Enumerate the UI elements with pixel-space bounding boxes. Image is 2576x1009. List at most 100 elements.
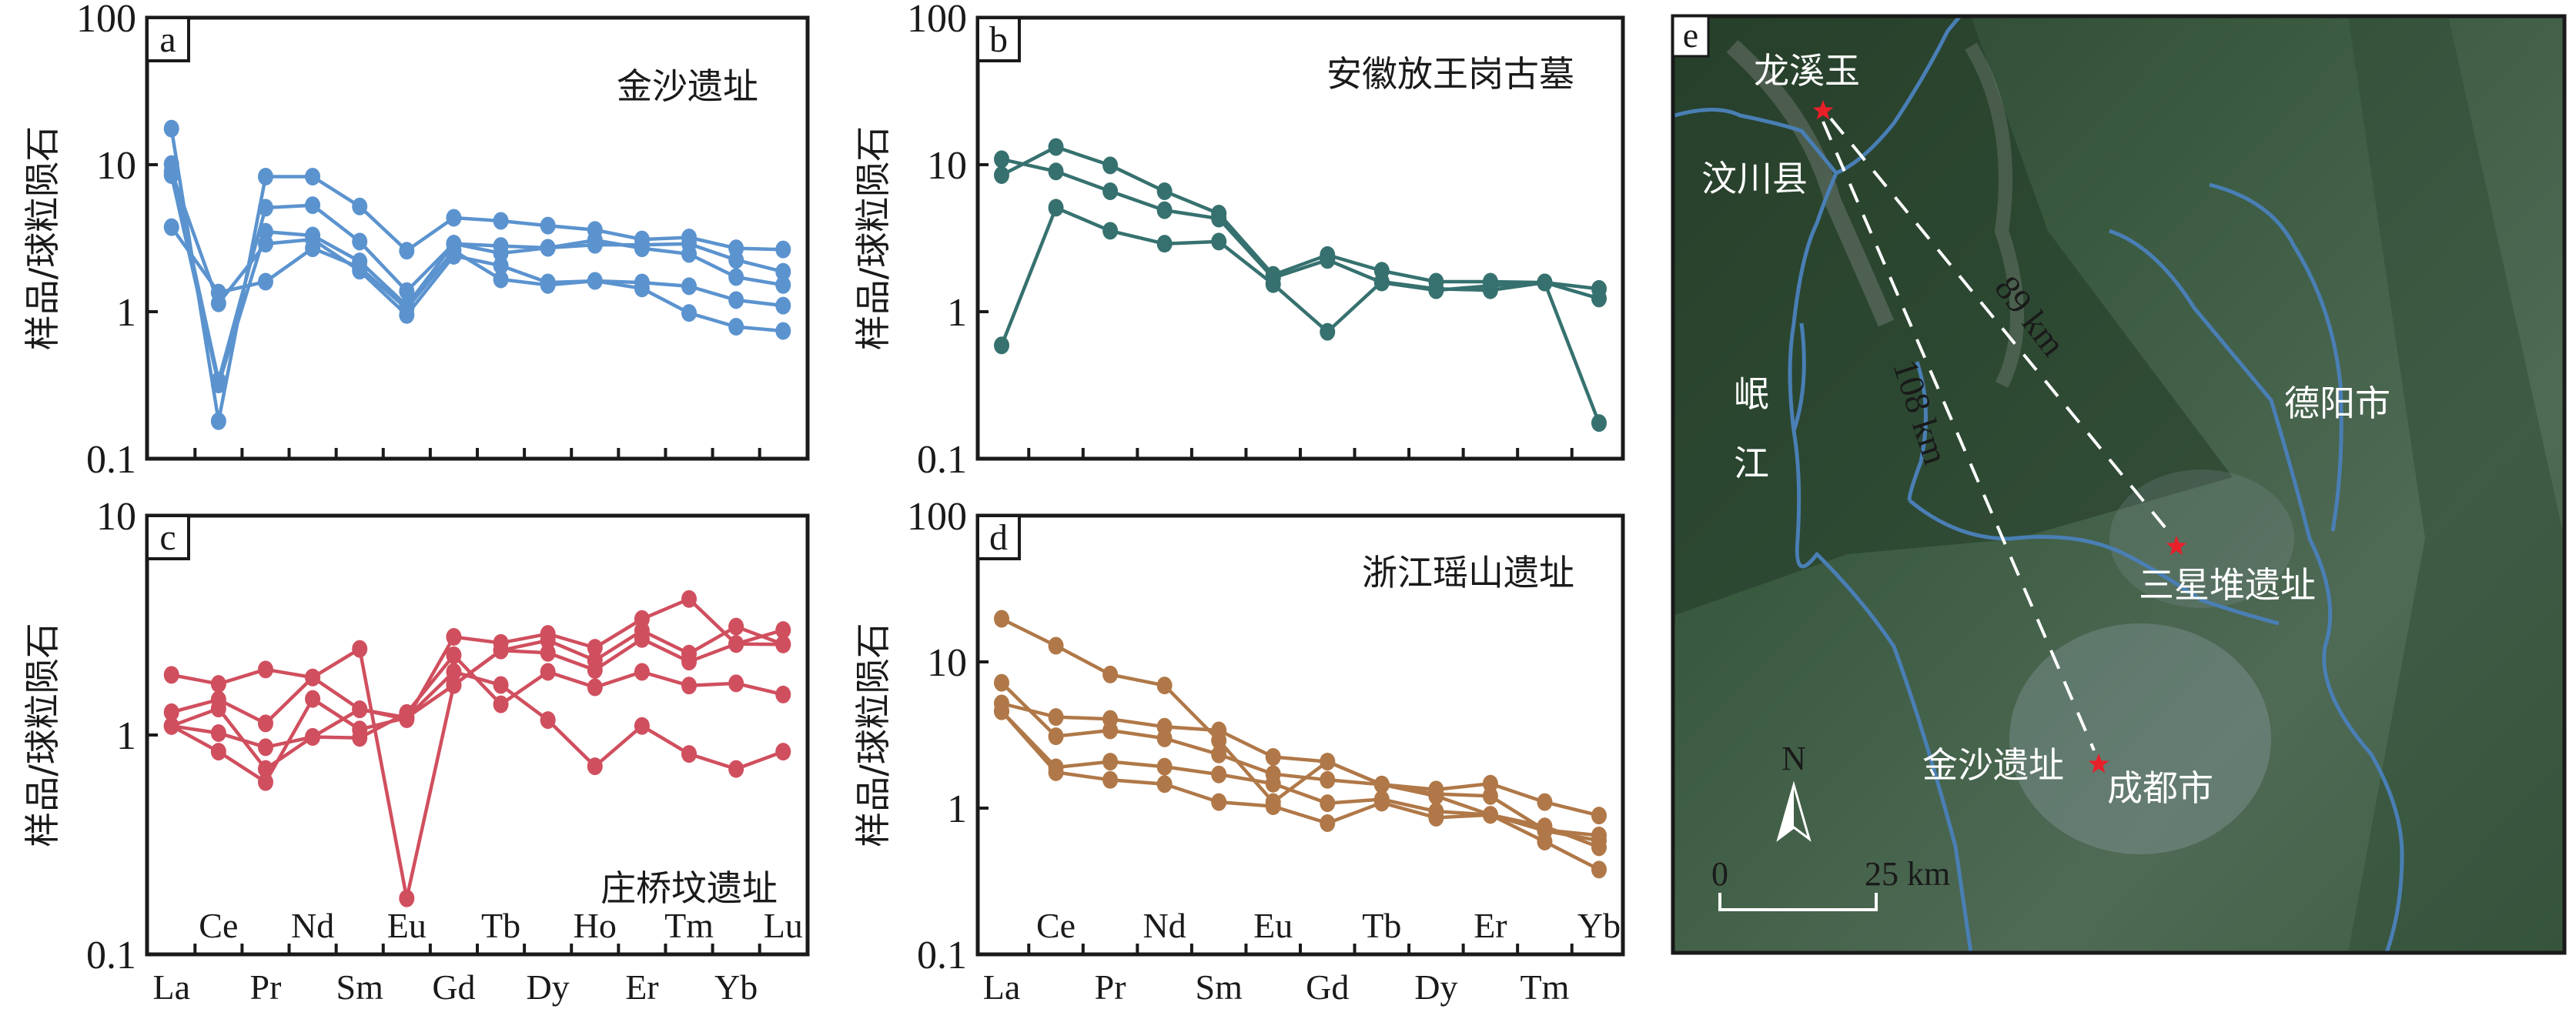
y-tick-label: 10 — [927, 144, 967, 188]
x-tick-label-sm: Sm — [1195, 967, 1243, 1007]
x-tick-label-ho: Ho — [574, 906, 617, 945]
x-tick-label-dy: Dy — [527, 967, 570, 1007]
data-point-lu — [775, 685, 791, 703]
north-arrow-fill — [1778, 785, 1794, 839]
data-point-er — [1482, 787, 1498, 805]
data-point-yb — [728, 251, 744, 269]
data-point-eu — [1265, 774, 1281, 793]
data-point-er — [634, 610, 650, 628]
star-marker-longxiyu — [1812, 100, 1834, 120]
x-tick-label-la: La — [983, 967, 1021, 1007]
data-point-pr — [1102, 710, 1119, 728]
series-3 — [163, 590, 791, 733]
data-point-sm — [352, 232, 368, 251]
data-point-ho — [587, 660, 603, 679]
river-line — [2109, 229, 2404, 954]
river-line — [1674, 15, 1961, 175]
data-point-tb — [493, 256, 509, 275]
data-point-gd — [1320, 794, 1336, 813]
series-line — [1001, 157, 1600, 300]
data-point-eu — [399, 889, 415, 907]
series-3 — [994, 199, 1607, 433]
data-point-dy — [540, 276, 556, 294]
data-point-dy — [540, 663, 556, 681]
data-point-pr — [1102, 222, 1119, 240]
data-point-lu — [775, 240, 791, 259]
data-point-ho — [587, 231, 603, 249]
series-line — [1001, 617, 1600, 817]
data-point-eu — [1265, 797, 1281, 816]
series-line — [1001, 701, 1600, 837]
data-point-tb — [493, 212, 509, 230]
data-point-pr — [257, 738, 273, 757]
data-point-pr — [257, 660, 273, 679]
data-point-pr — [257, 714, 273, 733]
data-point-tm — [681, 245, 698, 263]
data-point-pr — [1102, 156, 1119, 175]
data-point-dy — [540, 625, 556, 643]
river-line — [1908, 499, 2280, 626]
x-tick-label-tb: Tb — [481, 906, 520, 945]
x-tick-label-lu: Lu — [764, 906, 803, 945]
data-point-tm — [1537, 833, 1553, 851]
data-point-ce — [1048, 636, 1064, 655]
mountain-region — [1673, 16, 2233, 616]
data-point-yb — [728, 760, 744, 778]
data-point-yb — [1591, 807, 1607, 825]
data-point-lu — [775, 743, 791, 761]
series-3 — [163, 165, 791, 394]
panel-label-box — [1671, 15, 1710, 58]
data-point-sm — [1211, 205, 1227, 223]
data-point-dy — [1428, 279, 1444, 298]
site-title: 庄桥坟遗址 — [601, 867, 778, 909]
data-point-nd — [305, 668, 321, 687]
map-label-jinsha: 金沙遗址 — [1922, 744, 2064, 786]
data-point-pr — [257, 272, 273, 291]
chart-panel-b: b 0.1 1 10 100 样品/球粒陨石 安徽放王岗古墓 — [852, 0, 1625, 482]
data-point-eu — [399, 242, 415, 260]
data-point-dy — [1428, 785, 1444, 804]
data-point-er — [634, 239, 650, 258]
data-point-tm — [681, 590, 698, 608]
data-point-eu — [1265, 275, 1281, 293]
data-point-tb — [1373, 775, 1390, 794]
data-point-yb — [728, 318, 744, 336]
scale-label-end: 25 km — [1865, 855, 1950, 893]
series-line — [171, 653, 784, 750]
data-point-pr — [1102, 665, 1119, 683]
x-tick-label-tm: Tm — [1521, 967, 1570, 1007]
data-point-tb — [493, 641, 509, 660]
urban-area — [2009, 623, 2271, 854]
data-point-gd — [1320, 322, 1336, 341]
y-tick-label: 10 — [96, 144, 136, 188]
data-point-ho — [587, 757, 603, 776]
data-point-la — [163, 119, 179, 138]
data-point-nd — [1156, 775, 1173, 794]
data-point-yb — [728, 617, 744, 636]
panel-label-box — [146, 514, 190, 560]
data-point-nd — [305, 196, 321, 215]
data-point-yb — [728, 674, 744, 693]
data-point-ce — [210, 743, 226, 761]
x-tick-label-eu: Eu — [1253, 906, 1293, 945]
x-tick-label-yb: Yb — [1577, 906, 1621, 945]
data-point-er — [1482, 774, 1498, 793]
data-point-er — [634, 717, 650, 735]
data-point-lu — [775, 276, 791, 294]
data-point-tb — [493, 270, 509, 289]
data-point-sm — [1211, 745, 1227, 763]
series-line — [169, 175, 784, 386]
data-point-ho — [587, 678, 603, 697]
data-point-pr — [257, 235, 273, 253]
data-point-ce — [1048, 727, 1064, 746]
data-point-dy — [540, 711, 556, 730]
data-point-la — [994, 702, 1010, 720]
y-axis-label: 样品/球粒陨石 — [852, 623, 894, 847]
series-5 — [994, 702, 1607, 879]
x-tick-label-eu: Eu — [387, 906, 427, 945]
map-label-longxiyu: 龙溪玉 — [1754, 50, 1860, 92]
y-axis-label: 样品/球粒陨石 — [22, 623, 63, 847]
river-line — [1788, 172, 1973, 954]
distance-line-sanxingdui — [1829, 117, 2173, 537]
panel-label: a — [159, 19, 176, 60]
